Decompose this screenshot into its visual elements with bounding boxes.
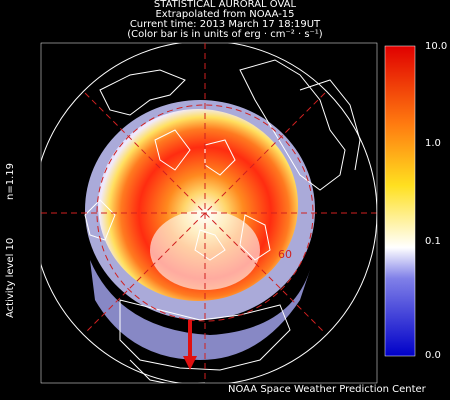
header-current-time: Current time: 2013 March 17 18:19UT: [129, 19, 321, 30]
colorbar-tick-01: 0.1: [425, 236, 441, 247]
header-subtitle: Extrapolated from NOAA-15: [155, 9, 295, 20]
sun-direction-arrow: [183, 320, 197, 370]
auroral-inner-light: [150, 210, 260, 290]
colorbar-tick-1: 1.0: [425, 138, 441, 149]
header-title: STATISTICAL AURORAL OVAL: [153, 0, 297, 10]
header: STATISTICAL AURORAL OVAL Extrapolated fr…: [0, 0, 450, 40]
auroral-lower-band: [90, 260, 310, 360]
map-grid: [41, 43, 377, 383]
footer-credit: NOAA Space Weather Prediction Center: [228, 384, 426, 395]
latitude-label: 60: [278, 248, 292, 261]
colorbar-tick-10: 10.0: [425, 41, 448, 52]
header-units: (Color bar is in units of erg · cm⁻² · s…: [127, 29, 323, 40]
colorbar-tick-0: 0.0: [425, 350, 441, 361]
color-bar: [384, 45, 416, 357]
coastlines: [84, 59, 361, 383]
